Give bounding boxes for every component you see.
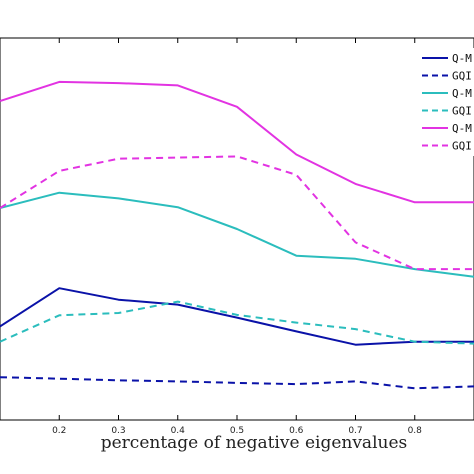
x-tick-label: 0.6 bbox=[289, 426, 304, 436]
series-line-3 bbox=[0, 300, 474, 345]
legend-label: GQI bbox=[452, 105, 472, 118]
x-tick-label: 0.8 bbox=[408, 426, 423, 436]
x-axis-label: percentage of negative eigenvalues bbox=[101, 433, 408, 453]
x-tick-label: 0.5 bbox=[230, 426, 244, 436]
series-line-5 bbox=[0, 155, 474, 271]
x-axis-ticks: 0.2 0.3 0.4 0.5 0.6 0.7 0.8 bbox=[52, 38, 422, 436]
legend-label: GQI bbox=[452, 70, 472, 83]
x-tick-label: 0.4 bbox=[171, 426, 186, 436]
series-line-0 bbox=[0, 287, 474, 346]
legend-label: Q-M bbox=[452, 122, 472, 135]
series-layer bbox=[0, 80, 474, 390]
legend-label: Q-M bbox=[452, 52, 472, 65]
legend-background bbox=[416, 48, 474, 156]
legend-label: Q-M bbox=[452, 87, 472, 100]
x-tick-label: 0.7 bbox=[348, 426, 362, 436]
x-tick-label: 0.3 bbox=[111, 426, 125, 436]
legend: Q-M GQI Q-M GQI Q-M GQI bbox=[416, 48, 474, 156]
x-tick-label: 0.2 bbox=[52, 426, 66, 436]
series-line-4 bbox=[0, 80, 474, 204]
series-line-2 bbox=[0, 191, 474, 278]
legend-label: GQI bbox=[452, 140, 472, 153]
